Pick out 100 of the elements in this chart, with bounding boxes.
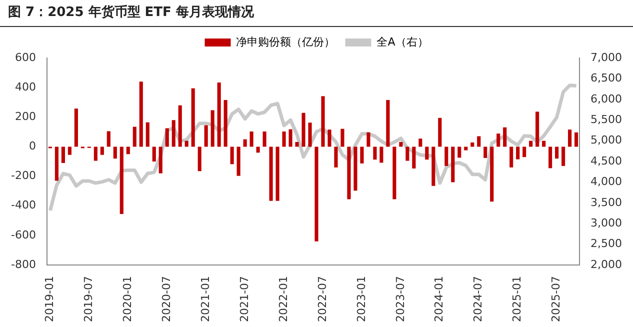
- bar: [68, 146, 72, 155]
- x-tick-label: 2020-07: [160, 276, 173, 322]
- y2-tick-label: 4,500: [590, 154, 622, 168]
- bar: [484, 146, 488, 158]
- bar: [106, 131, 110, 147]
- bar: [561, 146, 566, 166]
- bar: [510, 146, 514, 168]
- bar: [295, 142, 299, 147]
- bar: [444, 146, 448, 166]
- bar: [74, 108, 78, 147]
- x-tick-label: 2025-07: [550, 276, 563, 322]
- y2-tick-label: 3,500: [590, 196, 622, 209]
- bar: [184, 140, 188, 147]
- bar: [113, 146, 117, 159]
- y-tick-label: -800: [10, 258, 36, 271]
- x-tick-label: 2022-07: [316, 276, 329, 322]
- y2-tick-label: 6,500: [590, 72, 622, 85]
- x-tick-label: 2024-07: [472, 276, 485, 322]
- y-tick-label: -600: [10, 228, 36, 242]
- y-tick-label: 600: [14, 50, 36, 64]
- bar: [100, 146, 104, 155]
- y-tick-label: 400: [14, 80, 36, 94]
- bar: [386, 100, 390, 147]
- bar: [158, 146, 162, 174]
- bar: [224, 100, 228, 147]
- bar: [269, 146, 273, 201]
- bar: [366, 132, 370, 147]
- legend-label: 全A（右）: [376, 35, 428, 48]
- legend-label: 净申购份额（亿份）: [236, 35, 336, 48]
- bar: [126, 146, 130, 154]
- bar: [262, 132, 266, 147]
- y2-tick-label: 5,500: [590, 112, 622, 126]
- y2-tick-label: 3,000: [590, 216, 622, 230]
- bar: [458, 146, 462, 158]
- bar: [554, 146, 559, 159]
- y2-tick-label: 7,000: [590, 50, 622, 64]
- x-tick-label: 2019-07: [82, 276, 96, 322]
- x-tick-label: 2025-01: [510, 276, 524, 322]
- bar: [165, 128, 169, 147]
- bar: [314, 146, 318, 242]
- x-tick-label: 2021-07: [238, 276, 251, 322]
- x-tick-label: 2021-01: [198, 276, 212, 322]
- x-tick-label: 2022-01: [276, 276, 290, 322]
- x-tick-label: 2019-01: [43, 276, 56, 322]
- bar: [146, 122, 150, 147]
- bar: [477, 136, 481, 147]
- bar: [425, 146, 429, 160]
- bar: [230, 146, 234, 164]
- bar: [373, 146, 377, 160]
- bar: [340, 128, 344, 147]
- bar: [61, 146, 65, 163]
- bar: [470, 142, 474, 147]
- bar: [438, 118, 442, 147]
- y2-tick-label: 2,000: [590, 258, 622, 271]
- y-tick-label: 200: [14, 110, 36, 124]
- x-tick-label: 2023-07: [394, 276, 407, 322]
- bar: [464, 146, 468, 150]
- y2-tick-label: 5,000: [590, 134, 622, 147]
- bar: [321, 96, 325, 147]
- bar: [132, 126, 136, 147]
- bar: [418, 138, 422, 147]
- bar: [282, 132, 286, 147]
- bar: [288, 129, 292, 147]
- bar: [542, 140, 546, 147]
- bar: [139, 82, 143, 147]
- bar: [406, 146, 410, 161]
- bar: [256, 146, 260, 153]
- bar: [399, 142, 403, 147]
- bar: [250, 132, 254, 147]
- bar: [354, 146, 358, 191]
- bar: [152, 146, 156, 162]
- bar: [243, 139, 247, 147]
- bar: [204, 125, 208, 147]
- x-tick-label: 2024-01: [432, 276, 446, 322]
- y-tick-label: -400: [10, 198, 36, 212]
- bar: [574, 132, 578, 147]
- bar: [236, 146, 240, 176]
- bar: [308, 122, 312, 147]
- bar: [529, 140, 533, 147]
- bar: [490, 146, 494, 202]
- bar: [328, 130, 332, 147]
- bar: [172, 120, 176, 147]
- bar: [568, 130, 572, 147]
- bar: [120, 146, 124, 214]
- bar: [94, 146, 98, 161]
- y2-tick-label: 4,000: [590, 175, 622, 188]
- bar: [178, 105, 182, 147]
- bar: [54, 146, 58, 181]
- bar: [503, 127, 507, 147]
- bar: [276, 146, 280, 201]
- bar: [522, 146, 526, 158]
- bar: [210, 110, 214, 147]
- bar: [516, 146, 520, 160]
- y-tick-label: 0: [28, 140, 36, 153]
- bar: [347, 146, 351, 200]
- bar: [334, 146, 338, 168]
- y2-tick-label: 6,000: [590, 92, 622, 106]
- bar: [360, 146, 364, 164]
- chart-title: 图 7：2025 年货币型 ETF 每月表现情况: [0, 0, 633, 27]
- bar: [380, 146, 384, 163]
